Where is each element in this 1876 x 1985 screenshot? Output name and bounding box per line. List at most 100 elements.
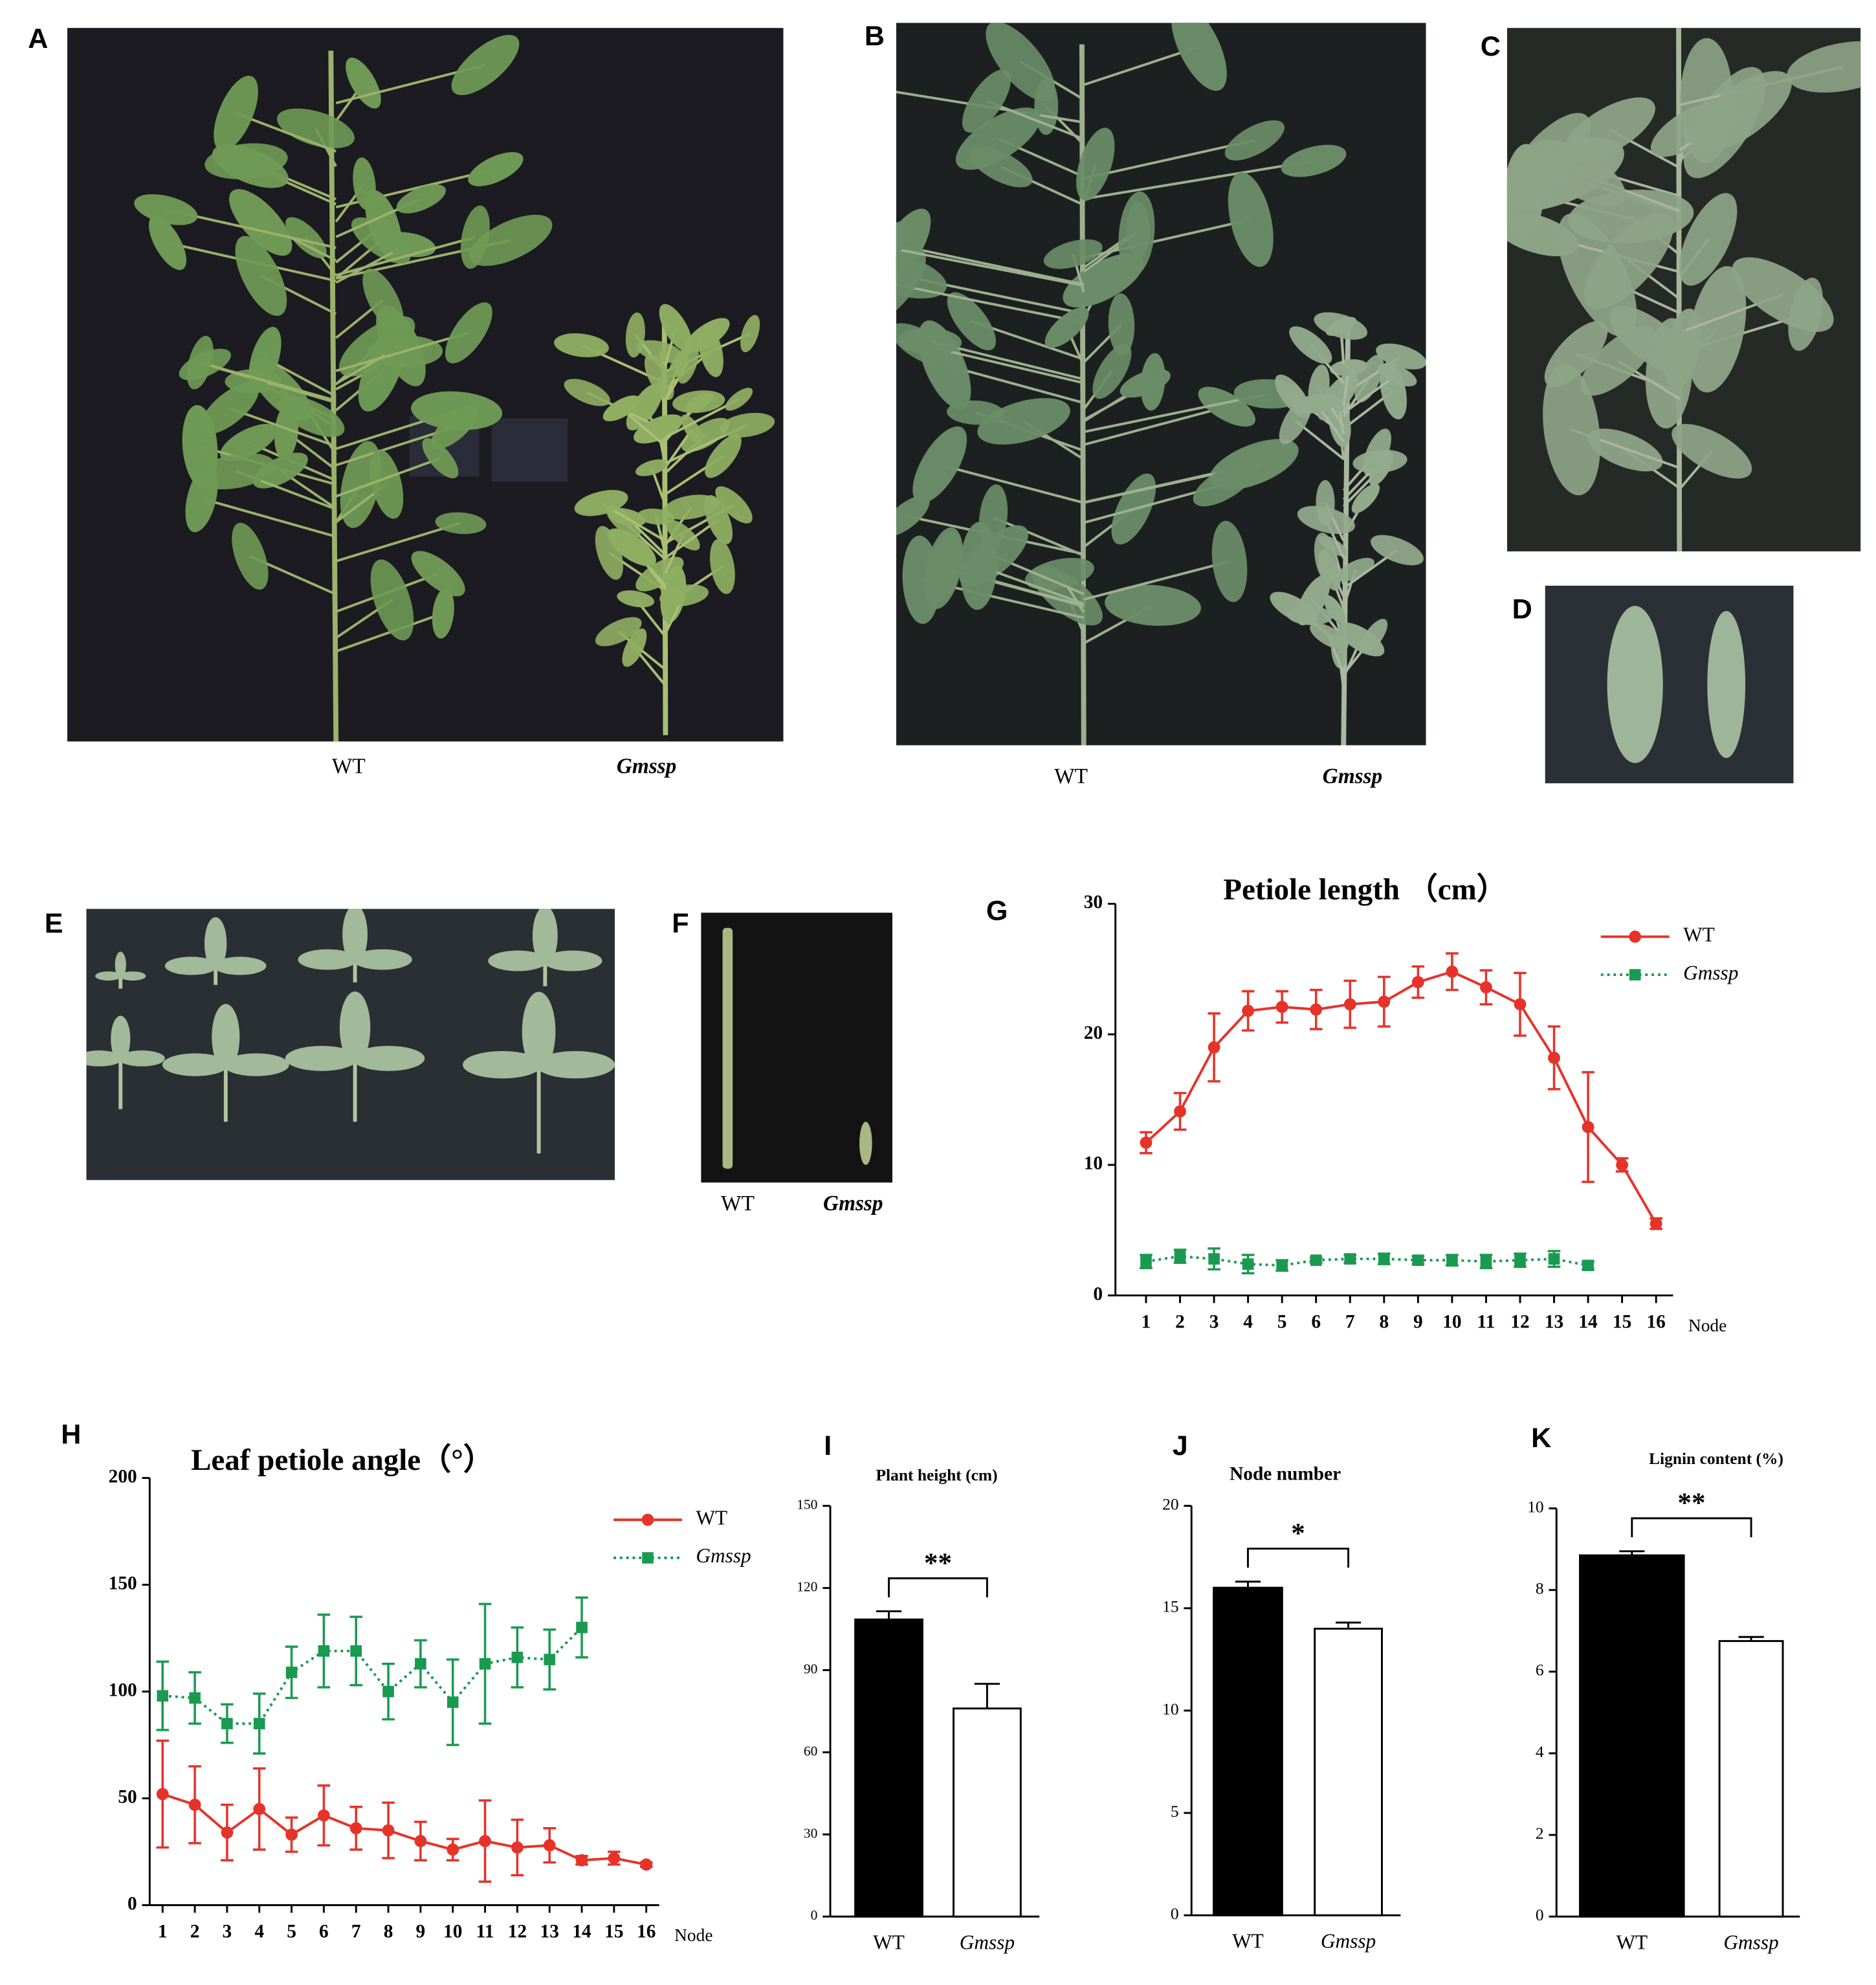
marker bbox=[1548, 1052, 1560, 1064]
leaf bbox=[637, 508, 675, 525]
marker bbox=[641, 1513, 654, 1526]
leaf bbox=[445, 302, 492, 364]
leaflet bbox=[162, 1053, 228, 1076]
x-tick-label: 16 bbox=[1646, 1311, 1665, 1332]
x-tick-label: 11 bbox=[1477, 1311, 1495, 1332]
x-tick-label: 6 bbox=[319, 1921, 329, 1942]
x-tick-label: 3 bbox=[223, 1921, 232, 1942]
leaf bbox=[912, 426, 967, 504]
legend-label: WT bbox=[1683, 924, 1715, 946]
leaflet bbox=[223, 1053, 289, 1076]
marker bbox=[1174, 1105, 1186, 1118]
y-tick-label: 60 bbox=[804, 1743, 818, 1758]
x-tick-label: 13 bbox=[1545, 1311, 1563, 1332]
x-tick-label: 14 bbox=[1578, 1311, 1598, 1332]
panel-letter: K bbox=[1531, 1423, 1551, 1454]
leaf bbox=[1707, 610, 1746, 759]
leaf bbox=[740, 315, 760, 353]
leaf bbox=[622, 628, 647, 667]
leaf bbox=[960, 522, 997, 610]
x-tick-label: 4 bbox=[254, 1921, 264, 1942]
series-line bbox=[1145, 970, 1657, 1225]
leaf bbox=[1689, 71, 1792, 153]
marker bbox=[1480, 981, 1492, 993]
branch bbox=[335, 236, 476, 277]
x-tick-label: 2 bbox=[190, 1921, 200, 1942]
y-tick-label: 6 bbox=[1536, 1661, 1544, 1680]
y-tick-label: 0 bbox=[1093, 1283, 1103, 1304]
branch bbox=[228, 406, 337, 448]
leaf bbox=[705, 434, 742, 478]
x-axis-label: Node bbox=[674, 1925, 712, 1945]
y-tick-label: 10 bbox=[1527, 1497, 1543, 1516]
marker bbox=[221, 1826, 234, 1839]
y-tick-label: 5 bbox=[1171, 1802, 1179, 1821]
x-tick-label: 8 bbox=[1379, 1311, 1389, 1332]
marker bbox=[447, 1696, 459, 1708]
marker bbox=[511, 1651, 524, 1663]
y-tick-label: 100 bbox=[109, 1680, 137, 1700]
leaf bbox=[663, 494, 719, 520]
marker bbox=[189, 1692, 201, 1704]
leaf bbox=[1376, 343, 1426, 370]
caption: Gmssp bbox=[823, 1192, 883, 1215]
leaf bbox=[1329, 359, 1368, 376]
marker bbox=[1412, 1254, 1424, 1266]
marker bbox=[414, 1835, 427, 1848]
marker bbox=[382, 1824, 395, 1837]
x-tick-label: 2 bbox=[1175, 1311, 1185, 1332]
leaf bbox=[665, 520, 700, 551]
leaf bbox=[607, 528, 656, 566]
leaf bbox=[252, 452, 308, 489]
chart-title: Leaf petiole angle（°） bbox=[191, 1443, 494, 1477]
x-tick-label: Gmssp bbox=[1321, 1930, 1376, 1953]
marker bbox=[447, 1843, 459, 1856]
leaf bbox=[595, 617, 642, 647]
leaf bbox=[1198, 386, 1255, 427]
branch bbox=[903, 245, 1085, 286]
branch bbox=[1083, 139, 1255, 180]
y-tick-label: 150 bbox=[109, 1573, 137, 1593]
leaf bbox=[677, 341, 699, 384]
bar bbox=[854, 1618, 923, 1918]
branch bbox=[896, 283, 1085, 324]
leaflet bbox=[352, 1045, 425, 1071]
leaf bbox=[1679, 193, 1738, 286]
leaf bbox=[574, 490, 628, 516]
marker bbox=[1650, 1217, 1662, 1230]
leaf bbox=[214, 76, 258, 151]
x-tick-label: 11 bbox=[476, 1921, 494, 1942]
y-tick-label: 20 bbox=[1084, 1023, 1103, 1043]
x-tick-label: 10 bbox=[443, 1921, 462, 1942]
branch bbox=[939, 463, 1085, 504]
leaf bbox=[634, 414, 683, 444]
y-tick-label: 30 bbox=[1084, 892, 1103, 913]
y-tick-label: 15 bbox=[1162, 1597, 1178, 1616]
marker bbox=[1344, 1253, 1356, 1265]
x-tick-label: 7 bbox=[1345, 1311, 1355, 1332]
leaf bbox=[1294, 393, 1339, 414]
marker bbox=[1140, 1137, 1153, 1149]
leaf bbox=[1351, 483, 1380, 513]
leaf bbox=[1211, 520, 1248, 603]
leaflet bbox=[488, 950, 547, 971]
marker bbox=[1582, 1120, 1595, 1133]
leaf bbox=[1732, 257, 1834, 332]
leaf bbox=[1584, 212, 1673, 309]
marker bbox=[1276, 1259, 1288, 1271]
branch bbox=[335, 331, 469, 372]
branch bbox=[335, 612, 444, 653]
leaf bbox=[977, 398, 1070, 445]
x-tick-label: 9 bbox=[1413, 1311, 1423, 1332]
leaflet bbox=[119, 971, 146, 981]
series-line bbox=[162, 1793, 647, 1866]
leaf bbox=[370, 559, 414, 641]
panel-letter: E bbox=[45, 908, 63, 939]
marker bbox=[1174, 1250, 1186, 1262]
leaf bbox=[1377, 363, 1417, 386]
leaf bbox=[659, 304, 692, 351]
panel-letter: A bbox=[28, 23, 48, 54]
leaf bbox=[1314, 312, 1368, 340]
leaf bbox=[617, 590, 655, 608]
leaf bbox=[564, 379, 610, 406]
